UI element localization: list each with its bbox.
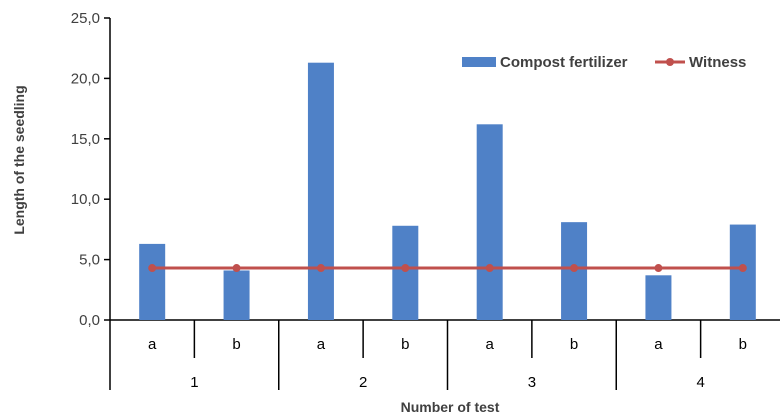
x-tick-label: a [317, 336, 326, 353]
witness-point [738, 264, 747, 273]
x-tick-label: b [401, 336, 409, 353]
y-tick-label: 5,0 [79, 252, 100, 269]
legend-label-compost: Compost fertilizer [500, 54, 628, 71]
y-tick-label: 20,0 [71, 70, 100, 87]
legend-swatch-compost [462, 57, 496, 67]
x-tick-label: a [654, 336, 663, 353]
legend: Compost fertilizer Witness [462, 54, 746, 71]
x-labels: a b a b a b a b 1 2 3 4 [109, 320, 747, 391]
witness-point [654, 264, 663, 273]
bar [139, 243, 166, 320]
x-group-label: 4 [696, 374, 704, 391]
y-axis-title: Length of the seedling [11, 85, 27, 234]
witness-point [232, 264, 241, 273]
witness-point [485, 264, 494, 273]
legend-label-witness: Witness [689, 54, 746, 71]
x-tick-label: b [739, 336, 747, 353]
legend-marker-witness [666, 58, 674, 66]
witness-point [148, 264, 157, 273]
bars [139, 62, 756, 321]
witness-point [401, 264, 410, 273]
x-group-label: 3 [528, 374, 536, 391]
bar [729, 224, 756, 320]
bar [476, 124, 503, 320]
x-tick-label: b [570, 336, 578, 353]
y-tick-label: 10,0 [71, 191, 100, 208]
x-tick-label: a [148, 336, 157, 353]
y-tick-label: 25,0 [71, 10, 100, 27]
x-axis-title: Number of test [401, 399, 500, 415]
x-tick-label: a [486, 336, 495, 353]
y-ticks: 0,0 5,0 10,0 15,0 20,0 25,0 [71, 10, 110, 329]
x-tick-label: b [232, 336, 240, 353]
bar [645, 275, 672, 320]
witness-series [148, 264, 747, 273]
y-tick-label: 15,0 [71, 131, 100, 148]
witness-point [570, 264, 579, 273]
bar [307, 62, 334, 321]
witness-point [316, 264, 325, 273]
x-group-label: 1 [190, 374, 198, 391]
x-group-label: 2 [359, 374, 367, 391]
y-tick-label: 0,0 [79, 312, 100, 329]
bar [392, 225, 419, 320]
bar [223, 270, 250, 320]
